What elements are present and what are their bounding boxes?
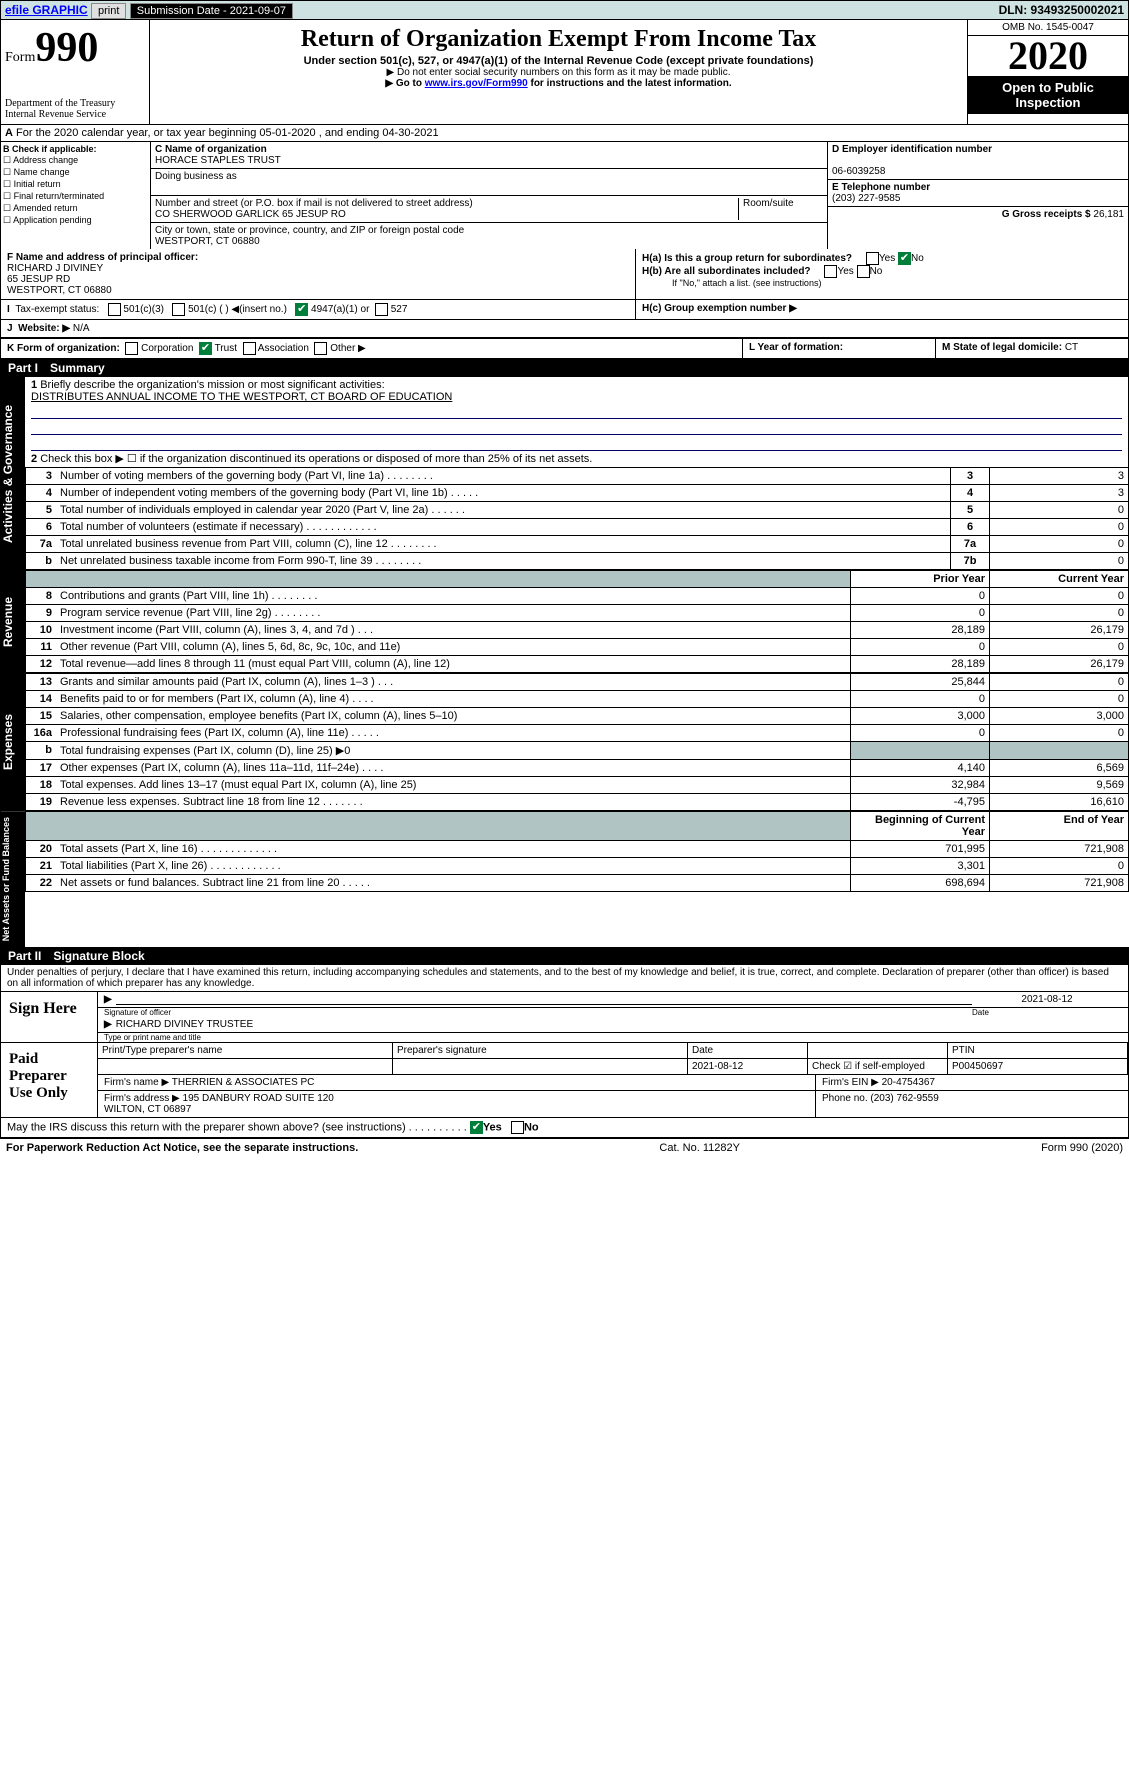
form-title: Return of Organization Exempt From Incom… — [154, 26, 963, 53]
row-klm: K Form of organization: Corporation ✔ Tr… — [0, 339, 1129, 359]
declaration: Under penalties of perjury, I declare th… — [0, 965, 1129, 992]
expenses-table: 13Grants and similar amounts paid (Part … — [25, 673, 1129, 811]
ein: 06-6039258 — [832, 166, 885, 177]
signature-line[interactable] — [116, 994, 972, 1005]
discuss-row: May the IRS discuss this return with the… — [0, 1118, 1129, 1138]
address: CO SHERWOOD GARLICK 65 JESUP RO — [155, 209, 346, 220]
form-number: 990 — [35, 25, 98, 71]
note1: ▶ Do not enter social security numbers o… — [154, 67, 963, 78]
tab-expenses: Expenses — [1, 673, 25, 811]
top-bar: efile GRAPHIC print Submission Date - 20… — [0, 0, 1129, 20]
print-button[interactable]: print — [91, 3, 126, 19]
efile-link[interactable]: efile GRAPHIC — [5, 3, 88, 17]
irs-link[interactable]: www.irs.gov/Form990 — [425, 78, 528, 89]
city: WESTPORT, CT 06880 — [155, 236, 260, 247]
part2-header: Part II Signature Block — [0, 947, 1129, 965]
header: Form990 Department of the Treasury Inter… — [0, 20, 1129, 125]
subtitle: Under section 501(c), 527, or 4947(a)(1)… — [154, 55, 963, 67]
open-inspection: Open to Public Inspection — [968, 76, 1128, 114]
sign-here: Sign Here ▶ 2021-08-12 Signature of offi… — [0, 992, 1129, 1043]
tab-revenue: Revenue — [1, 570, 25, 673]
part1-header: Part I Summary — [0, 359, 1129, 377]
dln: DLN: 93493250002021 — [999, 3, 1124, 17]
tax-year: 2020 — [968, 36, 1128, 76]
submission-date: Submission Date - 2021-09-07 — [130, 3, 293, 19]
dept: Department of the Treasury Internal Reve… — [5, 98, 145, 120]
row-i: I Tax-exempt status: 501(c)(3) 501(c) ( … — [0, 300, 1129, 320]
footer: For Paperwork Reduction Act Notice, see … — [0, 1138, 1129, 1157]
signer-name: RICHARD DIVINEY TRUSTEE — [116, 1019, 253, 1030]
paid-preparer: Paid Preparer Use Only Print/Type prepar… — [0, 1043, 1129, 1118]
row-j: J Website: ▶ N/A — [0, 320, 1129, 339]
gross-receipts: 26,181 — [1093, 209, 1124, 220]
form-label: Form — [5, 50, 35, 65]
tab-governance: Activities & Governance — [1, 377, 25, 570]
section-f-h: F Name and address of principal officer:… — [0, 249, 1129, 300]
revenue-table: Prior YearCurrent Year8Contributions and… — [25, 570, 1129, 673]
mission: DISTRIBUTES ANNUAL INCOME TO THE WESTPOR… — [31, 391, 452, 403]
governance-table: 3Number of voting members of the governi… — [25, 467, 1129, 570]
row-a: A For the 2020 calendar year, or tax yea… — [0, 125, 1129, 142]
section-b-g: B Check if applicable: ☐ Address change … — [0, 142, 1129, 249]
net-table: Beginning of Current YearEnd of Year20To… — [25, 811, 1129, 892]
org-name: HORACE STAPLES TRUST — [155, 155, 281, 166]
phone: (203) 227-9585 — [832, 193, 900, 204]
tab-net: Net Assets or Fund Balances — [1, 811, 25, 947]
col-b: B Check if applicable: ☐ Address change … — [1, 142, 151, 249]
